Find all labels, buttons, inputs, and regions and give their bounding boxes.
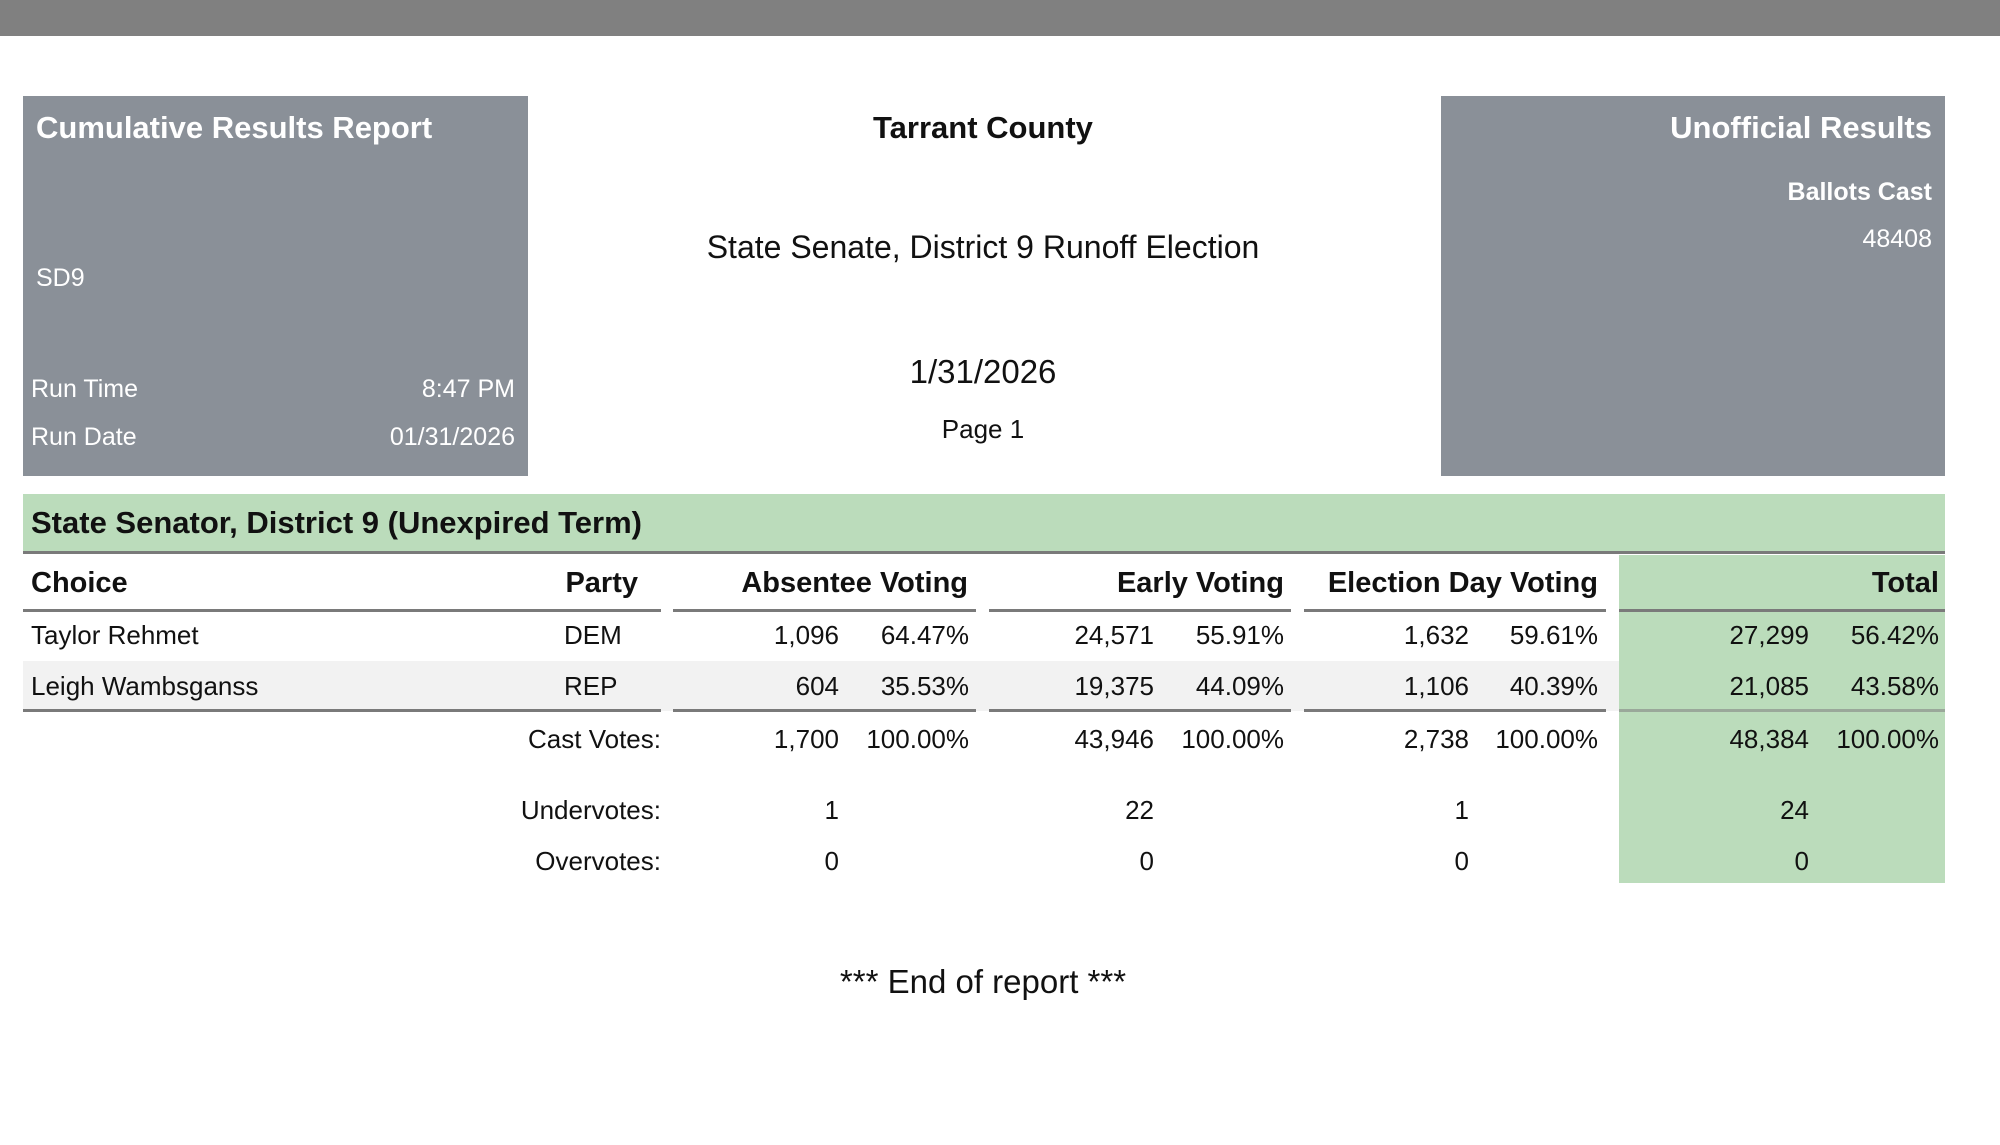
status: Unofficial Results: [1670, 109, 1932, 145]
vote-percent: 64.47%: [880, 619, 969, 650]
vote-count: 1,096: [773, 619, 839, 650]
vote-percent: 35.53%: [880, 670, 969, 701]
run-date-label: Run Date: [31, 423, 137, 452]
end-of-report: *** End of report ***: [839, 963, 1127, 1001]
summary-value: 48,384: [1729, 723, 1809, 754]
vote-count: 24,571: [1074, 619, 1154, 650]
summary-value: 2,738: [1403, 723, 1469, 754]
rule: [23, 551, 1945, 554]
run-time-label: Run Time: [31, 375, 138, 404]
contest-header: [23, 494, 1945, 552]
column-header: Party: [565, 567, 638, 600]
summary-value: 24: [1780, 794, 1809, 825]
column-header: Total: [1871, 567, 1939, 600]
vote-percent: 40.39%: [1509, 670, 1598, 701]
column-header: Absentee Voting: [741, 567, 968, 600]
summary-value: 100.00%: [1495, 723, 1598, 754]
right-panel: [1441, 96, 1945, 476]
contest-title: State Senator, District 9 (Unexpired Ter…: [31, 504, 642, 540]
rule: [673, 609, 976, 612]
ballots-cast: 48408: [1862, 225, 1932, 254]
election-date: 1/31/2026: [909, 353, 1057, 391]
vote-count: 21,085: [1729, 670, 1809, 701]
summary-value: 0: [1794, 845, 1809, 876]
summary-value: 100.00%: [1836, 723, 1939, 754]
alt-row: [23, 661, 1619, 711]
rule: [23, 709, 661, 712]
vote-percent: 43.58%: [1850, 670, 1939, 701]
rule: [673, 709, 976, 712]
vote-count: 604: [795, 670, 839, 701]
rule: [989, 609, 1291, 612]
election-name: State Senate, District 9 Runoff Election: [706, 229, 1260, 265]
party: REP: [564, 670, 618, 701]
summary-value: 0: [1454, 845, 1469, 876]
rule: [989, 709, 1291, 712]
choice-name: Taylor Rehmet: [31, 619, 199, 650]
vote-percent: 44.09%: [1195, 670, 1284, 701]
rule: [1304, 609, 1606, 612]
summary-value: 1,700: [773, 723, 839, 754]
county: Tarrant County: [873, 109, 1093, 145]
column-header: Election Day Voting: [1327, 567, 1598, 600]
summary-value: 1: [1454, 794, 1469, 825]
rule: [1619, 709, 1945, 712]
column-header: Early Voting: [1116, 567, 1284, 600]
summary-label: Overvotes:: [535, 845, 661, 876]
left-panel: [23, 96, 528, 476]
vote-count: 1,632: [1403, 619, 1469, 650]
rule: [23, 609, 661, 612]
run-date: 01/31/2026: [389, 423, 515, 452]
summary-label: Undervotes:: [520, 794, 661, 825]
summary-value: 0: [824, 845, 839, 876]
vote-count: 1,106: [1403, 670, 1469, 701]
choice-name: Leigh Wambsganss: [31, 670, 259, 701]
run-time: 8:47 PM: [421, 375, 515, 404]
vote-percent: 56.42%: [1850, 619, 1939, 650]
summary-value: 22: [1125, 794, 1154, 825]
summary-label: Cast Votes:: [528, 723, 661, 754]
summary-value: 100.00%: [866, 723, 969, 754]
rule: [1304, 709, 1606, 712]
summary-value: 100.00%: [1181, 723, 1284, 754]
vote-count: 27,299: [1729, 619, 1809, 650]
ballots-cast-label: Ballots Cast: [1787, 178, 1932, 207]
column-header: Choice: [31, 567, 128, 600]
summary-value: 1: [824, 794, 839, 825]
vote-count: 19,375: [1074, 670, 1154, 701]
summary-value: 0: [1139, 845, 1154, 876]
vote-percent: 55.91%: [1195, 619, 1284, 650]
viewer-bar: [0, 0, 2000, 36]
party: DEM: [564, 619, 622, 650]
report-code: SD9: [36, 264, 85, 293]
report-title: Cumulative Results Report: [36, 109, 433, 145]
rule: [1619, 609, 1945, 612]
page-number: Page 1: [941, 413, 1025, 444]
vote-percent: 59.61%: [1509, 619, 1598, 650]
summary-value: 43,946: [1074, 723, 1154, 754]
